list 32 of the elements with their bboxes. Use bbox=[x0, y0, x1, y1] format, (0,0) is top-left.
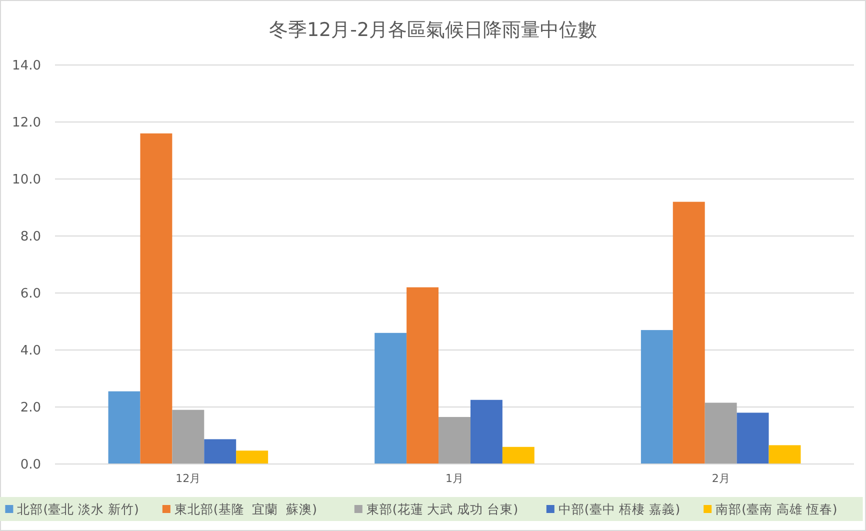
bar bbox=[172, 410, 204, 464]
bar bbox=[736, 412, 769, 464]
y-tick-label: 4.0 bbox=[20, 344, 41, 359]
legend-label: 東部(花蓮 大武 成功 台東) bbox=[366, 501, 518, 516]
y-tick-label: 6.0 bbox=[20, 286, 41, 302]
y-tick-label: 10.0 bbox=[12, 172, 41, 188]
bar bbox=[470, 400, 502, 464]
bar bbox=[108, 391, 140, 464]
y-tick-label: 14.0 bbox=[12, 58, 41, 74]
y-tick-label: 0.0 bbox=[20, 458, 41, 473]
y-tick-label: 12.0 bbox=[12, 116, 41, 131]
bar bbox=[704, 402, 737, 464]
bar bbox=[140, 133, 172, 464]
bar bbox=[768, 445, 801, 464]
chart-title: 冬季12月-2月各區氣候日降雨量中位數 bbox=[268, 19, 598, 41]
y-tick-label: 8.0 bbox=[20, 230, 41, 245]
x-tick-label: 1月 bbox=[446, 472, 464, 485]
legend-label: 東北部(基隆 宜蘭 蘇澳) bbox=[174, 501, 318, 516]
bar bbox=[502, 446, 534, 464]
legend-label: 南部(臺南 高雄 恆春) bbox=[716, 501, 838, 516]
bar bbox=[236, 450, 268, 464]
x-tick-label: 2月 bbox=[712, 472, 730, 485]
bar bbox=[672, 202, 705, 464]
y-tick-label: 2.0 bbox=[20, 400, 41, 416]
bar bbox=[204, 439, 236, 464]
legend-label: 北部(臺北 淡水 新竹) bbox=[17, 501, 139, 516]
x-tick-label: 12月 bbox=[176, 472, 201, 485]
bar bbox=[640, 330, 673, 464]
bar bbox=[374, 332, 407, 464]
bar bbox=[406, 287, 439, 464]
legend-label: 中部(臺中 梧棲 嘉義) bbox=[558, 501, 680, 516]
bar bbox=[438, 416, 470, 464]
